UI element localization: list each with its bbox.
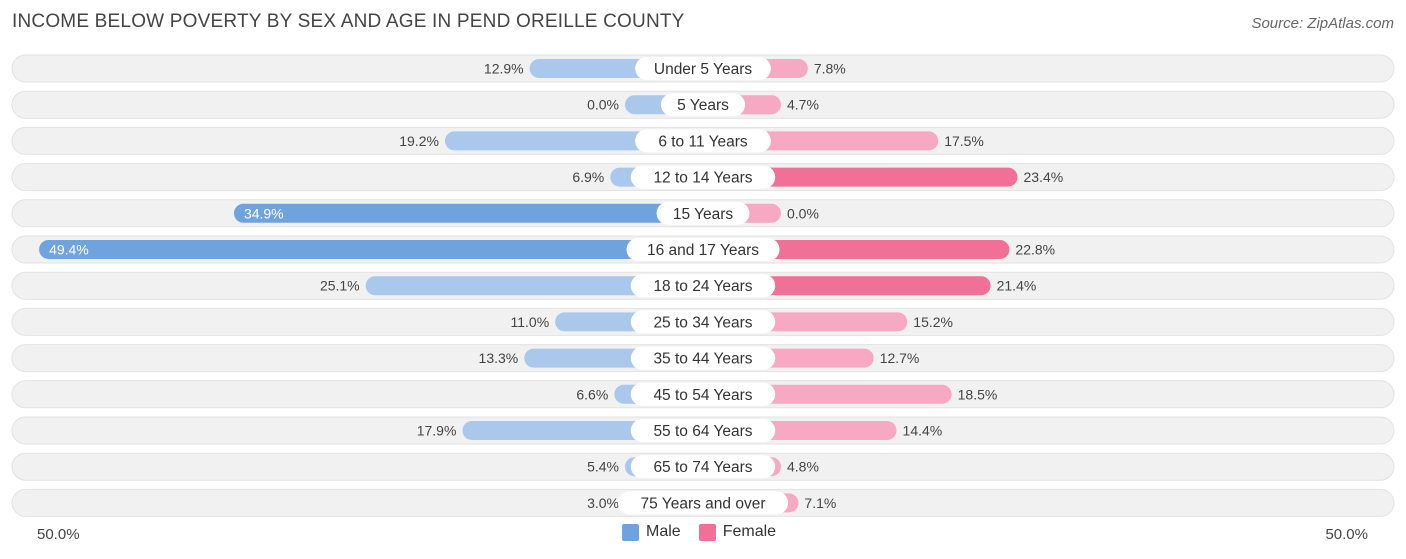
category-label: 55 to 64 Years bbox=[653, 423, 752, 440]
female-value-label: 17.5% bbox=[944, 133, 984, 149]
male-value-label: 13.3% bbox=[479, 350, 519, 366]
category-label: 65 to 74 Years bbox=[653, 459, 752, 476]
male-value-label: 6.9% bbox=[572, 169, 604, 185]
male-value-label: 6.6% bbox=[576, 386, 608, 402]
legend-swatch-female bbox=[698, 523, 716, 541]
male-value-label: 49.4% bbox=[49, 242, 89, 258]
female-value-label: 12.7% bbox=[880, 350, 920, 366]
category-pill bbox=[626, 238, 780, 261]
female-value-label: 23.4% bbox=[1023, 169, 1063, 185]
legend-item-male: Male bbox=[622, 523, 681, 541]
male-value-label: 25.1% bbox=[320, 278, 360, 294]
category-pill bbox=[630, 382, 776, 406]
legend: Male Female bbox=[622, 523, 786, 541]
legend-swatch-male bbox=[622, 523, 639, 541]
male-bar bbox=[365, 276, 703, 296]
category-pill bbox=[635, 129, 771, 153]
category-label: Under 5 Years bbox=[654, 61, 752, 78]
legend-label-male: Male bbox=[646, 523, 681, 540]
female-value-label: 14.4% bbox=[903, 423, 943, 439]
female-value-label: 15.2% bbox=[913, 314, 953, 330]
male-value-label: 17.9% bbox=[417, 423, 457, 439]
category-pill bbox=[635, 57, 771, 80]
category-label: 16 and 17 Years bbox=[647, 242, 759, 259]
female-bar bbox=[703, 167, 1018, 187]
category-pill bbox=[630, 419, 776, 442]
category-pill bbox=[660, 93, 746, 117]
female-value-label: 21.4% bbox=[997, 278, 1037, 294]
male-value-label: 34.9% bbox=[244, 205, 284, 221]
female-value-label: 4.7% bbox=[787, 97, 819, 113]
chart-title: INCOME BELOW POVERTY BY SEX AND AGE IN P… bbox=[12, 11, 685, 32]
male-value-label: 12.9% bbox=[484, 61, 524, 77]
legend-label-female: Female bbox=[722, 523, 777, 540]
category-label: 12 to 14 Years bbox=[653, 170, 752, 187]
female-value-label: 7.1% bbox=[804, 495, 836, 511]
female-value-label: 7.8% bbox=[814, 61, 846, 77]
male-bar bbox=[233, 203, 703, 223]
category-label: 45 to 54 Years bbox=[653, 387, 752, 404]
category-label: 5 Years bbox=[677, 97, 729, 114]
category-pill bbox=[617, 491, 789, 515]
male-value-label: 11.0% bbox=[510, 314, 549, 330]
category-pill bbox=[630, 346, 776, 370]
category-label: 15 Years bbox=[673, 206, 734, 223]
category-label: 18 to 24 Years bbox=[653, 278, 752, 295]
category-label: 75 Years and over bbox=[641, 495, 766, 512]
axis-right-label: 50.0% bbox=[1325, 526, 1368, 543]
female-value-label: 0.0% bbox=[787, 205, 819, 221]
female-value-label: 18.5% bbox=[958, 386, 998, 402]
female-bar bbox=[703, 240, 1010, 259]
female-value-label: 22.8% bbox=[1015, 242, 1055, 258]
category-pill bbox=[630, 455, 776, 479]
category-label: 35 to 44 Years bbox=[653, 351, 752, 368]
legend-item-female: Female bbox=[698, 523, 777, 541]
axis-left-label: 50.0% bbox=[37, 526, 80, 543]
male-value-label: 0.0% bbox=[587, 97, 619, 113]
male-bar bbox=[39, 240, 703, 259]
male-value-label: 19.2% bbox=[399, 133, 439, 149]
category-pill bbox=[630, 165, 776, 189]
female-value-label: 4.8% bbox=[787, 459, 819, 475]
category-label: 6 to 11 Years bbox=[658, 133, 748, 150]
female-bar bbox=[703, 276, 991, 296]
category-pill bbox=[630, 274, 776, 298]
chart-area: 12.9% 7.8% Under 5 Years 0.0% 4.7% 5 Years 19.… bbox=[11, 54, 1395, 517]
category-pill bbox=[630, 310, 776, 334]
category-label: 25 to 34 Years bbox=[653, 314, 752, 331]
male-value-label: 3.0% bbox=[587, 495, 619, 511]
male-value-label: 5.4% bbox=[587, 459, 619, 475]
source-label: Source: ZipAtlas.com bbox=[1251, 15, 1394, 32]
category-pill bbox=[656, 201, 750, 225]
